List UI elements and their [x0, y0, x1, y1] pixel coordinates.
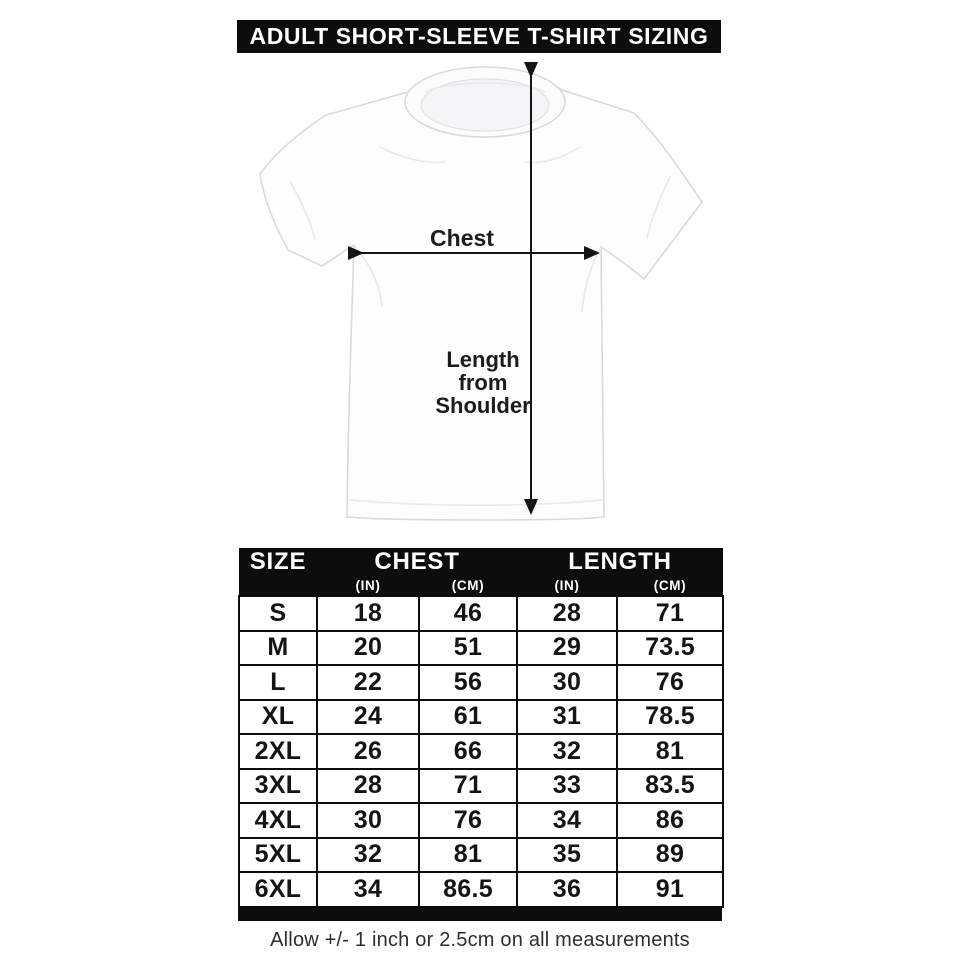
size-table: SIZE CHEST LENGTH (IN) (CM) (IN) (CM) S …	[238, 548, 724, 921]
size-cell: L	[238, 664, 318, 701]
length-in-cell: 32	[516, 733, 618, 770]
length-label-line1: Length	[446, 347, 519, 372]
size-cell: 2XL	[238, 733, 318, 770]
table-row: S 18 46 28 71	[238, 595, 724, 632]
table-row: 4XL 30 76 34 86	[238, 802, 724, 839]
length-cm-cell: 89	[616, 836, 724, 873]
length-label-line2: from	[459, 370, 508, 395]
length-in-cell: 34	[516, 802, 618, 839]
col-header-length-cm: (CM)	[617, 576, 723, 596]
length-cm-cell: 83.5	[616, 767, 724, 804]
chest-in-cell: 28	[316, 767, 420, 804]
size-cell: S	[238, 595, 318, 632]
chest-cm-cell: 51	[418, 629, 518, 666]
chest-cm-cell: 86.5	[418, 871, 518, 908]
length-cm-cell: 86	[616, 802, 724, 839]
size-cell: XL	[238, 698, 318, 735]
length-cm-cell: 76	[616, 664, 724, 701]
length-cm-cell: 81	[616, 733, 724, 770]
chest-in-cell: 34	[316, 871, 420, 908]
tolerance-note: Allow +/- 1 inch or 2.5cm on all measure…	[270, 929, 690, 951]
table-row: M 20 51 29 73.5	[238, 629, 724, 666]
table-row: 2XL 26 66 32 81	[238, 733, 724, 770]
tshirt-shape	[259, 66, 703, 521]
chest-in-cell: 30	[316, 802, 420, 839]
chest-cm-cell: 46	[418, 595, 518, 632]
length-in-cell: 28	[516, 595, 618, 632]
table-row: 3XL 28 71 33 83.5	[238, 767, 724, 804]
chest-cm-cell: 76	[418, 802, 518, 839]
chest-cm-cell: 71	[418, 767, 518, 804]
length-in-cell: 29	[516, 629, 618, 666]
size-cell: 5XL	[238, 836, 318, 873]
length-cm-cell: 91	[616, 871, 724, 908]
chest-label: Chest	[430, 225, 494, 251]
chest-cm-cell: 81	[418, 836, 518, 873]
chest-in-cell: 20	[316, 629, 420, 666]
length-in-cell: 31	[516, 698, 618, 735]
table-bottom-bar	[238, 907, 722, 921]
col-header-length: LENGTH	[517, 548, 723, 576]
chest-cm-cell: 56	[418, 664, 518, 701]
col-header-length-in: (IN)	[517, 576, 617, 596]
length-cm-cell: 78.5	[616, 698, 724, 735]
table-row: 6XL 34 86.5 36 91	[238, 871, 724, 908]
tshirt-illustration: Chest Length from Shoulder	[259, 62, 703, 521]
chest-in-cell: 24	[316, 698, 420, 735]
length-in-cell: 33	[516, 767, 618, 804]
col-header-blank	[239, 576, 317, 596]
col-header-chest: CHEST	[317, 548, 517, 576]
chest-in-cell: 26	[316, 733, 420, 770]
size-cell: 4XL	[238, 802, 318, 839]
chest-in-cell: 18	[316, 595, 420, 632]
table-row: XL 24 61 31 78.5	[238, 698, 724, 735]
chest-cm-cell: 66	[418, 733, 518, 770]
chest-in-cell: 22	[316, 664, 420, 701]
col-header-chest-in: (IN)	[317, 576, 419, 596]
col-header-size: SIZE	[239, 548, 317, 576]
table-row: L 22 56 30 76	[238, 664, 724, 701]
collar	[404, 66, 566, 138]
tshirt-diagram: Chest Length from Shoulder	[230, 52, 730, 542]
chest-cm-cell: 61	[418, 698, 518, 735]
length-in-cell: 35	[516, 836, 618, 873]
size-cell: 6XL	[238, 871, 318, 908]
size-cell: 3XL	[238, 767, 318, 804]
col-header-chest-cm: (CM)	[419, 576, 517, 596]
page-title: ADULT SHORT-SLEEVE T-SHIRT SIZING	[237, 20, 721, 53]
length-in-cell: 36	[516, 871, 618, 908]
chest-in-cell: 32	[316, 836, 420, 873]
size-table-header: SIZE CHEST LENGTH (IN) (CM) (IN) (CM)	[239, 548, 723, 596]
table-row: 5XL 32 81 35 89	[238, 836, 724, 873]
length-cm-cell: 71	[616, 595, 724, 632]
length-label-line3: Shoulder	[435, 393, 531, 418]
length-cm-cell: 73.5	[616, 629, 724, 666]
size-cell: M	[238, 629, 318, 666]
length-in-cell: 30	[516, 664, 618, 701]
